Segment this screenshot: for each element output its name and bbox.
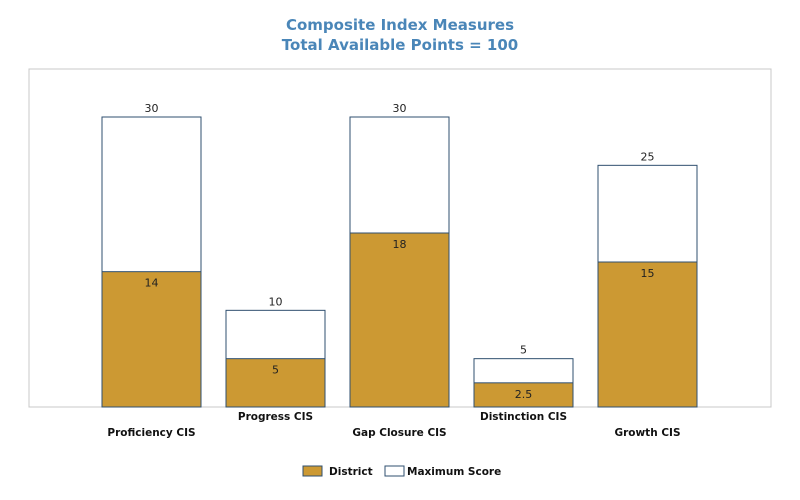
district-bar <box>473 382 574 408</box>
category-label: Distinction CIS <box>480 411 567 423</box>
district-label: 2.5 <box>515 388 533 401</box>
max-score-label: 30 <box>393 102 407 115</box>
district-label: 15 <box>641 267 655 280</box>
legend: District Maximum Score <box>302 465 501 478</box>
chart-title: Composite Index Measures <box>286 16 514 34</box>
chart-subtitle: Total Available Points = 100 <box>282 36 518 54</box>
district-bar <box>225 358 326 408</box>
max-score-label: 10 <box>269 295 283 308</box>
max-score-label: 25 <box>641 150 655 163</box>
category-label: Progress CIS <box>238 411 313 423</box>
district-label: 14 <box>145 277 159 290</box>
district-label: 5 <box>272 364 279 377</box>
max-score-label: 30 <box>145 102 159 115</box>
bars-layer <box>101 116 698 408</box>
category-label: Growth CIS <box>614 427 680 439</box>
legend-label: Maximum Score <box>407 466 501 478</box>
district-label: 18 <box>393 238 407 251</box>
district-bar <box>349 232 450 408</box>
max-score-label: 5 <box>520 344 527 357</box>
category-label: Proficiency CIS <box>107 427 195 439</box>
legend-swatch <box>384 465 405 477</box>
legend-swatch <box>302 465 323 477</box>
district-bar <box>597 261 698 408</box>
category-label: Gap Closure CIS <box>352 427 446 439</box>
legend-label: District <box>329 466 373 478</box>
labels-layer: 30 14 Proficiency CIS 10 5 Progress CIS 30 18 Ga… <box>107 102 680 439</box>
district-bar <box>101 271 202 408</box>
